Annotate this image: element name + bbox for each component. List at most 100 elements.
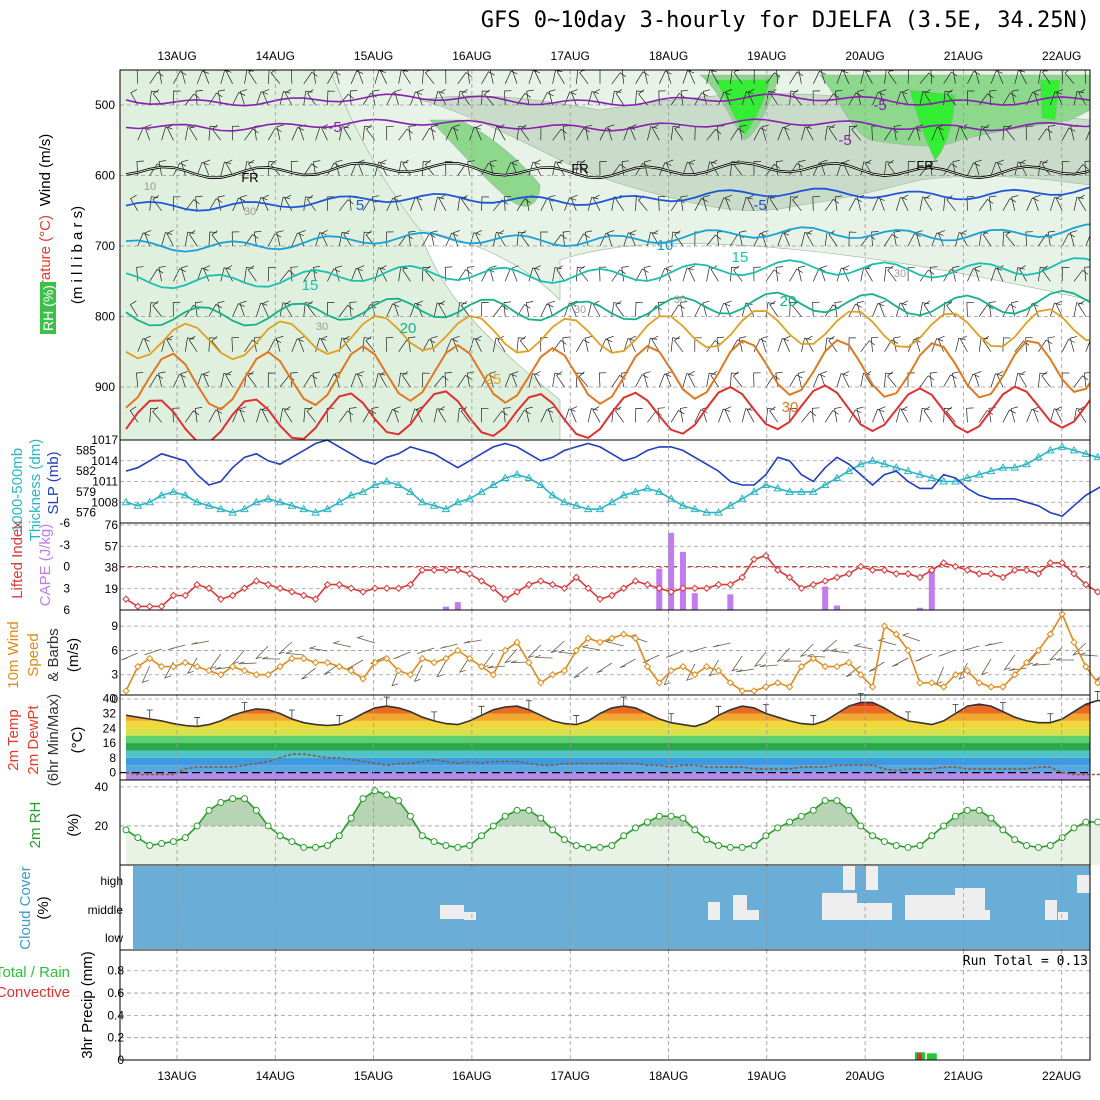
wind10-point bbox=[276, 662, 284, 671]
cape-bar bbox=[691, 593, 698, 610]
wind-barb bbox=[371, 89, 380, 106]
wind-barb bbox=[303, 374, 318, 388]
thickness-line bbox=[125, 446, 1100, 514]
rh2m-point bbox=[999, 826, 1007, 834]
cloud-unit: (%) bbox=[35, 896, 52, 919]
lifted-index-point bbox=[548, 580, 557, 589]
wind-barb bbox=[1047, 230, 1056, 247]
cloud-block bbox=[1045, 900, 1057, 920]
wind-barb bbox=[1025, 231, 1033, 247]
wind-barb bbox=[1002, 303, 1016, 317]
wind-barb bbox=[731, 655, 743, 672]
lifted-index-point bbox=[821, 577, 829, 585]
wind-barb bbox=[575, 266, 585, 282]
wind-barb bbox=[776, 647, 790, 663]
thickness-point bbox=[358, 487, 368, 495]
wind-barb bbox=[1041, 159, 1051, 176]
wind-barb bbox=[469, 126, 481, 141]
rh2m-point bbox=[122, 826, 130, 834]
wind-barb bbox=[611, 72, 627, 85]
wind-barb bbox=[635, 71, 649, 84]
wind-barb bbox=[166, 229, 174, 247]
thickness-point bbox=[1057, 442, 1067, 450]
isotherm-line bbox=[125, 339, 1090, 411]
wind-barb bbox=[130, 194, 139, 211]
thickness-point bbox=[287, 501, 297, 509]
wind-barb bbox=[195, 195, 203, 211]
wind-barb bbox=[203, 70, 210, 84]
minmax-whisker bbox=[1094, 691, 1100, 700]
wind-barb bbox=[173, 268, 186, 282]
wind-barb bbox=[935, 666, 944, 685]
wind-barb bbox=[1055, 194, 1063, 211]
wind-barb bbox=[834, 195, 843, 211]
wind-barb bbox=[525, 301, 534, 317]
lifted-index-point bbox=[608, 591, 616, 600]
wind-barb bbox=[1049, 196, 1062, 211]
level-tick-label: 600 bbox=[95, 169, 115, 183]
thickness-point bbox=[702, 508, 712, 516]
cloud-block bbox=[708, 902, 720, 920]
wind-barb bbox=[1002, 198, 1017, 211]
wind-barb bbox=[209, 653, 222, 670]
wind-barb bbox=[161, 232, 173, 247]
wind-barb bbox=[978, 93, 994, 106]
lifted-index-point bbox=[856, 562, 865, 571]
wind-barb bbox=[460, 406, 470, 423]
isotherm-line bbox=[125, 162, 1090, 179]
wind10-point bbox=[584, 634, 592, 642]
wind-barb bbox=[592, 406, 601, 423]
temp2m-unit: (°C) bbox=[69, 727, 86, 754]
wind10-point bbox=[750, 687, 758, 695]
profile-panel bbox=[120, 70, 1090, 440]
lifted-index-point bbox=[916, 573, 924, 582]
wind-barb bbox=[777, 126, 790, 141]
tick-label: 57 bbox=[105, 539, 119, 553]
wind-barb bbox=[989, 89, 997, 106]
wind10-point bbox=[939, 683, 948, 691]
rh2m-point bbox=[252, 806, 260, 814]
wind10-point bbox=[347, 666, 355, 675]
wind-barb bbox=[356, 635, 376, 644]
contour-label: 20 bbox=[780, 293, 797, 310]
wind-barb bbox=[357, 371, 365, 388]
wind-barb bbox=[985, 641, 1003, 647]
lifted-index-point bbox=[169, 591, 178, 600]
temp-band bbox=[126, 750, 1090, 758]
dewpoint-line bbox=[125, 753, 1100, 776]
wind-barb bbox=[338, 337, 349, 352]
wind-barb bbox=[458, 656, 470, 673]
isotherm-line bbox=[125, 186, 1090, 212]
minmax-whisker bbox=[478, 705, 485, 715]
contour-label: FR bbox=[571, 161, 588, 176]
thickness-point bbox=[808, 487, 818, 495]
wind-barb bbox=[919, 375, 935, 388]
wind-barb bbox=[180, 371, 188, 388]
wind-barb bbox=[576, 127, 590, 141]
wind-barb bbox=[907, 233, 921, 247]
thickness-point bbox=[583, 504, 593, 513]
wind-barb bbox=[680, 301, 688, 317]
wind-barb bbox=[943, 302, 952, 317]
lifted-index-point bbox=[1082, 580, 1090, 589]
wind-barb bbox=[607, 230, 615, 247]
wind-barb bbox=[761, 335, 769, 352]
wind-barb bbox=[724, 194, 733, 211]
wind-barb bbox=[365, 124, 376, 141]
contour-label: 15 bbox=[732, 249, 749, 266]
wind-barb bbox=[196, 161, 209, 176]
wind-barb bbox=[445, 338, 459, 352]
wind-barb bbox=[503, 301, 512, 317]
wind-barb bbox=[256, 302, 268, 317]
lifted-index-point bbox=[868, 566, 877, 574]
rh2m-point bbox=[774, 824, 782, 832]
wind-barb bbox=[253, 336, 262, 352]
wind-barb bbox=[931, 126, 944, 141]
wind-barb bbox=[453, 124, 461, 141]
wind10-ylabel-3: & Barbs bbox=[45, 628, 62, 681]
wind-barb bbox=[172, 407, 180, 423]
wind-barb bbox=[291, 127, 305, 141]
rh2m-point bbox=[560, 836, 568, 844]
wind-barb bbox=[978, 198, 994, 212]
level-tick-label: 700 bbox=[95, 239, 115, 253]
